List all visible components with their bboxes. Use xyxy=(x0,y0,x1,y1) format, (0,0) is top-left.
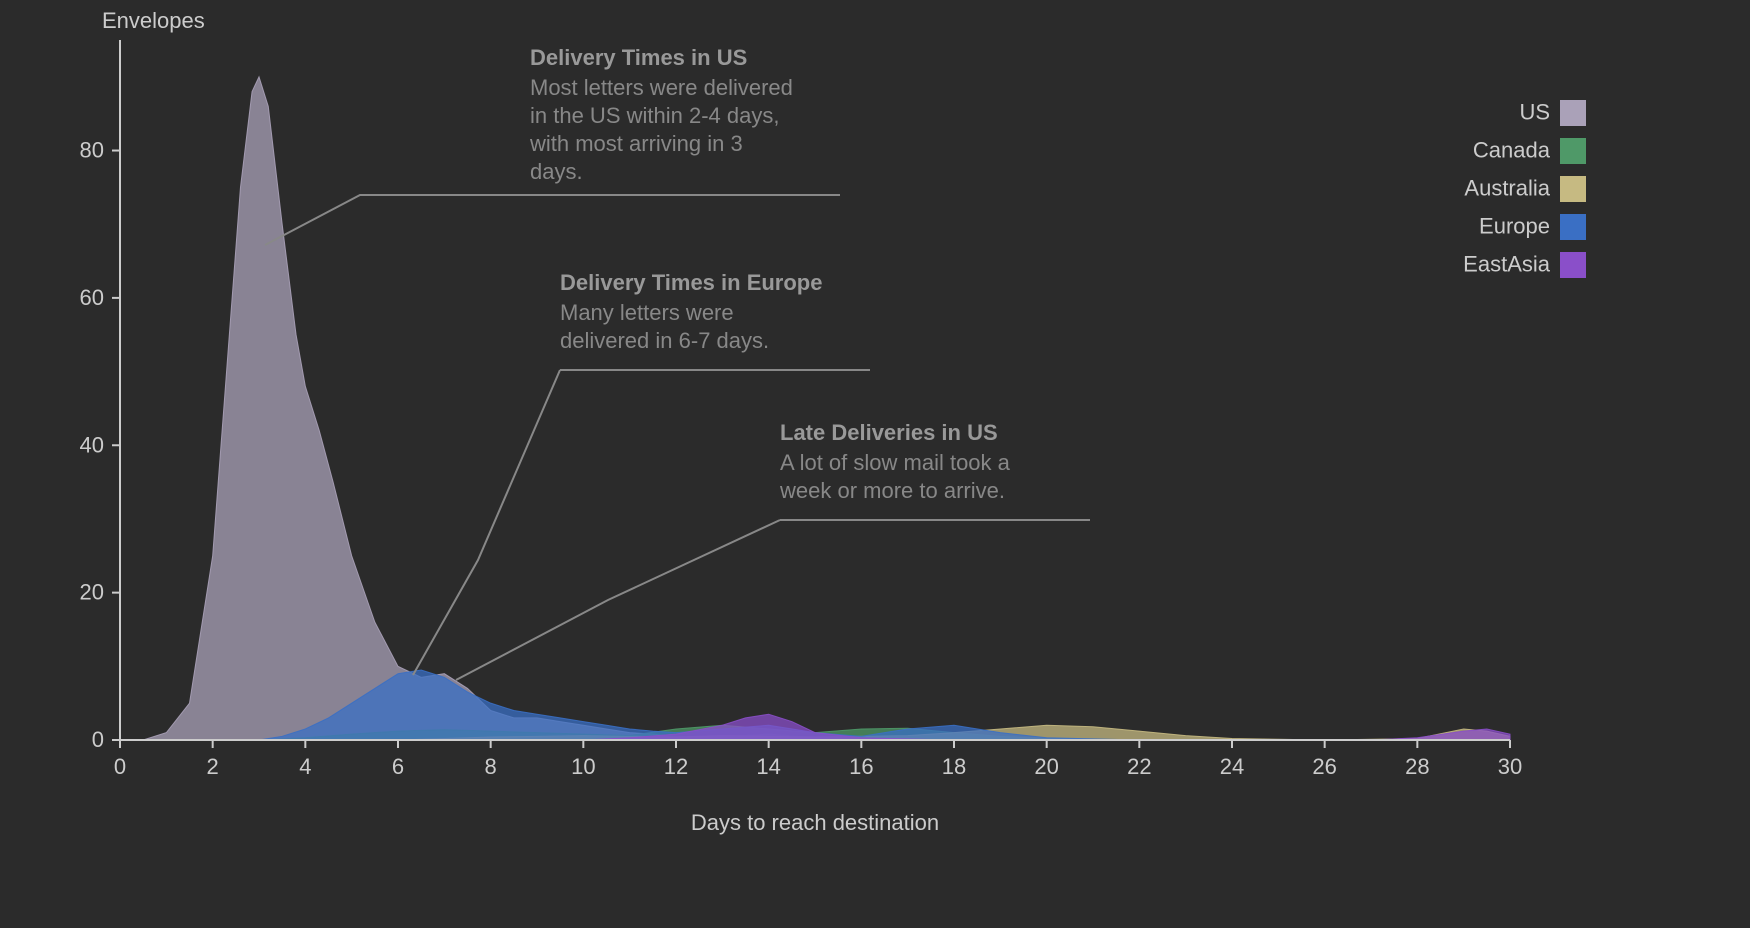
annotation-body-line: Most letters were delivered xyxy=(530,75,793,100)
legend-item-eastasia: EastAsia xyxy=(1463,252,1586,279)
annotation-title: Delivery Times in US xyxy=(530,45,747,70)
x-tick-label: 18 xyxy=(942,754,966,779)
x-tick-label: 2 xyxy=(207,754,219,779)
x-tick-label: 22 xyxy=(1127,754,1151,779)
annotation-body-line: delivered in 6-7 days. xyxy=(560,328,769,353)
x-tick-label: 16 xyxy=(849,754,873,779)
annotation-title: Late Deliveries in US xyxy=(780,420,998,445)
x-tick-label: 8 xyxy=(485,754,497,779)
y-tick-label: 40 xyxy=(80,432,104,457)
y-tick-label: 60 xyxy=(80,285,104,310)
x-tick-label: 24 xyxy=(1220,754,1244,779)
x-tick-label: 6 xyxy=(392,754,404,779)
annotation-body-line: days. xyxy=(530,159,583,184)
legend-swatch xyxy=(1560,100,1586,126)
legend-label: US xyxy=(1519,100,1550,125)
x-tick-label: 0 xyxy=(114,754,126,779)
x-tick-label: 4 xyxy=(299,754,311,779)
legend-label: EastAsia xyxy=(1463,252,1551,277)
y-tick-label: 80 xyxy=(80,138,104,163)
legend-swatch xyxy=(1560,176,1586,202)
annotation-title: Delivery Times in Europe xyxy=(560,270,822,295)
x-tick-label: 28 xyxy=(1405,754,1429,779)
x-tick-label: 30 xyxy=(1498,754,1522,779)
legend-swatch xyxy=(1560,252,1586,278)
annotation-body-line: Many letters were xyxy=(560,300,734,325)
legend-swatch xyxy=(1560,138,1586,164)
legend-item-europe: Europe xyxy=(1479,214,1586,241)
annotation-body-line: with most arriving in 3 xyxy=(529,131,743,156)
y-tick-label: 0 xyxy=(92,727,104,752)
legend-label: Canada xyxy=(1473,138,1551,163)
y-axis-label: Envelopes xyxy=(102,8,205,33)
x-tick-label: 20 xyxy=(1034,754,1058,779)
legend-swatch xyxy=(1560,214,1586,240)
annotation-body-line: in the US within 2-4 days, xyxy=(530,103,779,128)
x-tick-label: 10 xyxy=(571,754,595,779)
legend-label: Australia xyxy=(1464,176,1550,201)
delivery-times-chart: 020406080Envelopes0246810121416182022242… xyxy=(0,0,1750,928)
x-tick-label: 12 xyxy=(664,754,688,779)
x-tick-label: 26 xyxy=(1312,754,1336,779)
legend-item-australia: Australia xyxy=(1464,176,1586,203)
legend-item-canada: Canada xyxy=(1473,138,1586,165)
annotation-body-line: A lot of slow mail took a xyxy=(780,450,1011,475)
x-axis-label: Days to reach destination xyxy=(691,810,939,835)
annotation-body-line: week or more to arrive. xyxy=(779,478,1005,503)
y-tick-label: 20 xyxy=(80,580,104,605)
x-tick-label: 14 xyxy=(756,754,780,779)
legend-label: Europe xyxy=(1479,214,1550,239)
